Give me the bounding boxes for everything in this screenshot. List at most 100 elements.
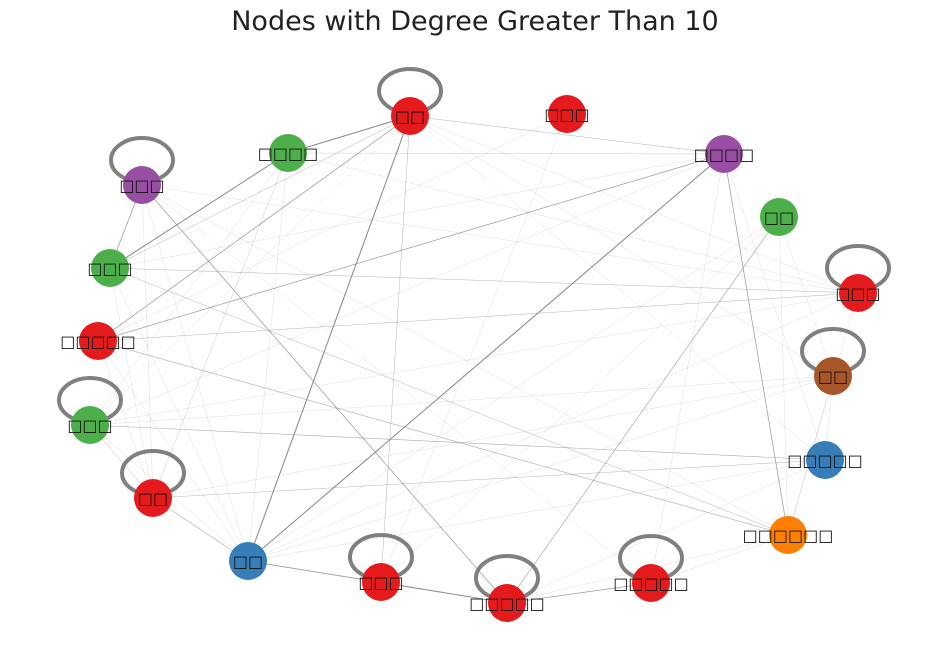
node-n8: □□□ — [835, 274, 881, 312]
node-n9: □□□□□ — [60, 322, 136, 360]
node-n17: □□□□□ — [469, 584, 545, 622]
node-label: □□□□□□ — [743, 526, 834, 545]
node-circle — [134, 479, 172, 517]
node-circle — [91, 249, 129, 287]
edge-n17-n6 — [506, 216, 780, 604]
node-circle — [488, 584, 526, 622]
node-label: □□□□□ — [469, 594, 545, 613]
edge-n1-n15 — [247, 115, 411, 562]
nodes-layer: □□ □□□□□□□ □□□□□□□□□□□□□□□□□□□□□□□□□□□□□□□… — [60, 95, 881, 622]
edges-layer — [89, 113, 859, 604]
edge-n6-n15 — [247, 216, 780, 562]
edge-n8-n11 — [89, 292, 859, 426]
node-n12: □□□□□ — [787, 441, 863, 479]
edge-n9-n15 — [97, 340, 249, 562]
edge-n1-n7 — [109, 115, 411, 269]
edge-n4-n14 — [723, 153, 789, 536]
edge-n5-n14 — [141, 184, 789, 536]
edge-n3-n4 — [287, 152, 725, 155]
edge-n1-n4 — [409, 115, 725, 155]
edge-n4-n18 — [650, 153, 725, 584]
node-n1: □□ — [391, 97, 429, 135]
edge-n8-n9 — [97, 292, 859, 342]
node-circle — [548, 95, 586, 133]
edge-n1-n3 — [287, 115, 411, 154]
edge-n10-n11 — [89, 375, 834, 426]
edge-n8-n14 — [787, 292, 859, 536]
node-label: □□□ — [835, 284, 880, 303]
node-circle — [705, 135, 743, 173]
node-label: □□□□□ — [613, 574, 689, 593]
node-label: □□ — [395, 107, 425, 126]
node-n14: □□□□□□ — [743, 516, 834, 554]
edge-n5-n13 — [141, 184, 154, 499]
edge-n5-n18 — [141, 184, 652, 584]
node-circle — [79, 322, 117, 360]
node-n13: □□ — [134, 479, 172, 517]
edge-n12-n15 — [247, 459, 826, 562]
edge-n16-n6 — [380, 216, 780, 583]
node-n5: □□□ — [119, 166, 165, 204]
diagram-title: Nodes with Degree Greater Than 10 — [231, 6, 719, 37]
node-n7: □□□ — [87, 249, 133, 287]
edge-n5-n15 — [141, 184, 249, 562]
edge-n9-n13 — [97, 340, 154, 499]
node-label: □□□ — [87, 259, 132, 278]
node-n6: □□ — [760, 198, 798, 236]
node-n15: □□ — [229, 542, 267, 580]
edge-n3-n7 — [109, 152, 289, 269]
edge-n1-n10 — [409, 115, 834, 377]
edge-n11-n12 — [89, 424, 826, 461]
edge-n1-n16 — [380, 115, 411, 583]
edge-n5-n8 — [141, 184, 859, 294]
edge-n5-n17 — [141, 184, 508, 604]
edge-n1-n9 — [97, 115, 411, 342]
node-label: □□□□□ — [60, 332, 136, 351]
node-label: □□□ — [544, 105, 589, 124]
node-n3: □□□□ — [258, 134, 318, 172]
node-label: □□□□ — [258, 144, 318, 163]
self-loops-layer — [57, 67, 891, 602]
node-label: □□□ — [67, 416, 112, 435]
node-n18: □□□□□ — [613, 564, 689, 602]
edge-n6-n14 — [778, 216, 789, 536]
edge-n3-n15 — [247, 152, 289, 562]
node-circle — [839, 274, 877, 312]
edge-n3-n8 — [287, 152, 859, 294]
node-circle — [269, 134, 307, 172]
edge-n3-n11 — [89, 152, 289, 426]
edge-n4-n11 — [89, 153, 725, 426]
node-circle — [760, 198, 798, 236]
node-label: □□ — [138, 489, 168, 508]
edge-n6-n17 — [506, 216, 780, 604]
node-circle — [229, 542, 267, 580]
edge-n15-n16 — [247, 560, 382, 583]
node-circle — [71, 406, 109, 444]
node-n16: □□□ — [358, 563, 404, 601]
node-label: □□□ — [358, 573, 403, 592]
edge-n7-n15 — [109, 267, 249, 562]
edge-n2-n9 — [97, 113, 568, 342]
node-n4: □□□□ — [694, 135, 754, 173]
edge-n1-n11 — [89, 115, 411, 426]
node-circle — [123, 166, 161, 204]
node-n2: □□□ — [544, 95, 590, 133]
edge-n3-n13 — [152, 152, 289, 499]
node-circle — [814, 357, 852, 395]
node-label: □□ — [818, 367, 848, 386]
node-label: □□□ — [119, 176, 164, 195]
edge-n12-n17 — [506, 459, 826, 604]
node-label: □□ — [764, 208, 794, 227]
node-circle — [391, 97, 429, 135]
edge-n8-n15 — [247, 292, 859, 562]
edge-n7-n13 — [109, 267, 154, 499]
edge-n4-n15 — [247, 153, 725, 562]
edge-n12-n13 — [152, 459, 826, 499]
node-circle — [362, 563, 400, 601]
edge-n10-n13 — [152, 375, 834, 499]
edge-n17-n18 — [506, 582, 652, 604]
edge-n15-n10 — [247, 375, 834, 562]
node-label: □□□□ — [694, 145, 754, 164]
edge-n4-n9 — [97, 153, 725, 342]
